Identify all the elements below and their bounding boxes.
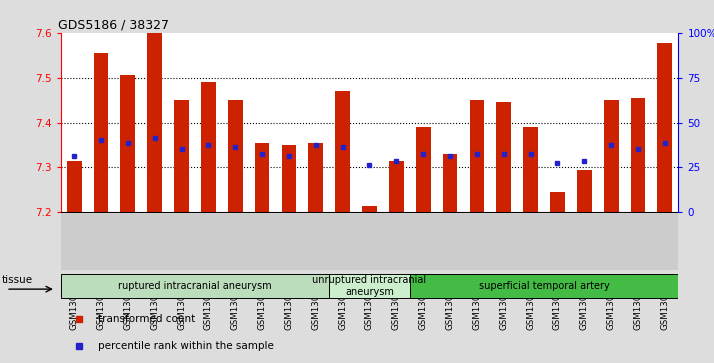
Bar	[362, 205, 377, 212]
FancyBboxPatch shape	[329, 274, 410, 298]
Text: transformed count: transformed count	[98, 314, 195, 323]
Bar	[66, 161, 81, 212]
Bar	[255, 143, 269, 212]
Bar	[416, 127, 431, 212]
Bar	[523, 127, 538, 212]
Bar	[336, 91, 350, 212]
Bar	[389, 161, 403, 212]
Bar	[658, 42, 673, 212]
Bar	[308, 143, 323, 212]
Text: superficial temporal artery: superficial temporal artery	[478, 281, 610, 291]
Bar	[604, 100, 618, 212]
Bar	[281, 145, 296, 212]
Bar	[201, 82, 216, 212]
Text: ruptured intracranial aneurysm: ruptured intracranial aneurysm	[118, 281, 272, 291]
Bar	[174, 100, 189, 212]
FancyBboxPatch shape	[410, 274, 678, 298]
Bar	[121, 76, 135, 212]
Bar	[577, 170, 592, 212]
Bar	[228, 100, 243, 212]
Text: unruptured intracranial
aneurysm: unruptured intracranial aneurysm	[313, 275, 426, 297]
Bar	[147, 32, 162, 212]
Bar	[630, 98, 645, 212]
Text: GDS5186 / 38327: GDS5186 / 38327	[58, 19, 169, 32]
Bar	[470, 100, 484, 212]
Bar	[443, 154, 458, 212]
Bar	[94, 53, 109, 212]
Text: tissue: tissue	[1, 275, 32, 285]
Text: percentile rank within the sample: percentile rank within the sample	[98, 341, 273, 351]
Bar	[550, 192, 565, 212]
Bar	[496, 102, 511, 212]
FancyBboxPatch shape	[61, 274, 329, 298]
